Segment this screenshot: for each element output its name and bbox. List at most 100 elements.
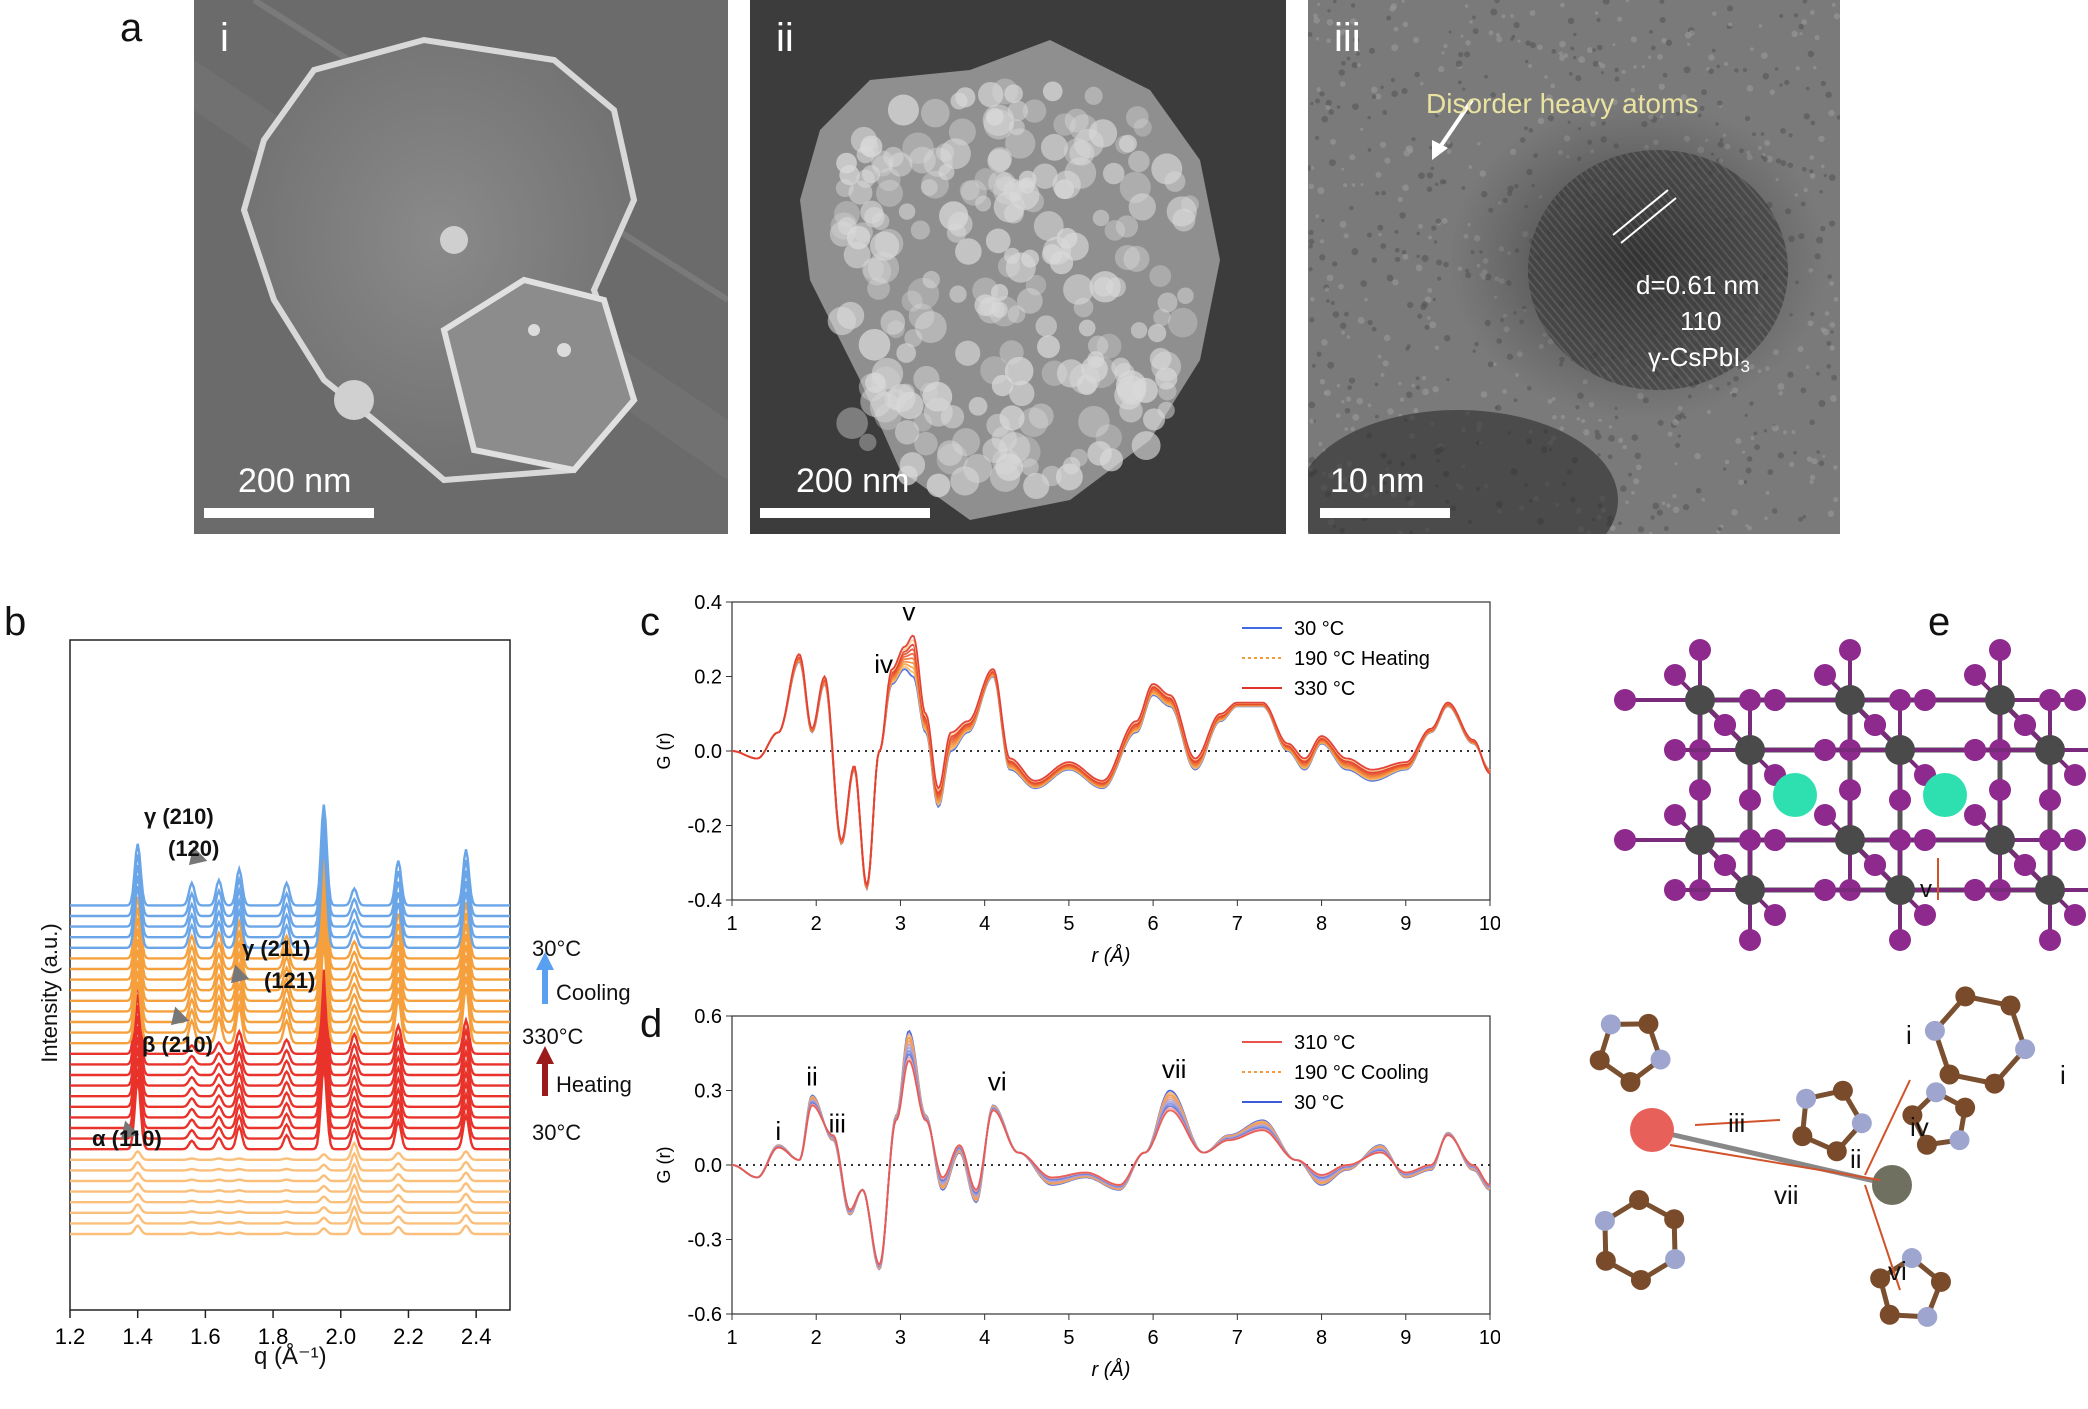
iodine-atom xyxy=(1714,854,1736,876)
xrd-trace xyxy=(70,1054,510,1140)
iodine-atom xyxy=(1814,804,1836,826)
xrd-trace xyxy=(70,878,510,981)
pdf-xtick: 3 xyxy=(895,1327,906,1349)
ring-atom xyxy=(1600,1014,1621,1035)
pdf-trace xyxy=(731,1059,1491,1266)
iodine-atom xyxy=(2039,689,2061,711)
b-xtick: 1.6 xyxy=(190,1324,221,1349)
micrograph-label-i: i xyxy=(220,16,229,60)
annotation-phase: γ-CsPbI3 xyxy=(1648,342,1750,377)
panel-label-a: a xyxy=(120,6,143,50)
ring-atom xyxy=(1949,1130,1970,1151)
peak-label: i xyxy=(775,1116,781,1146)
legend-label: 330 °C xyxy=(1294,678,1355,700)
lead-atom xyxy=(1735,875,1765,905)
pdf-heating-chart: 1 2 3 4 5 6 7 8 9 10 -0.4 -0.2 0.0 0.2 0.4 G (r) r (Å) 30… xyxy=(640,590,1501,980)
pdf-ytick: 0.0 xyxy=(694,1155,722,1177)
iodine-atom xyxy=(1664,664,1686,686)
scale-text-i: 200 nm xyxy=(238,462,352,500)
iodine-atom xyxy=(1739,929,1761,951)
ring-atom xyxy=(1664,1209,1685,1230)
panel-label-b: b xyxy=(4,600,27,644)
pdf-cooling-chart: 1 2 3 4 5 6 7 8 9 10 -0.6 -0.3 0.0 0.3 0.6 G (r) r (Å) 31… xyxy=(640,1004,1501,1404)
annotation-d-spacing: d=0.61 nm xyxy=(1636,270,1760,300)
xrd-trace xyxy=(70,1183,510,1204)
xrd-trace xyxy=(70,1140,510,1161)
ring-atom xyxy=(1939,1064,1960,1085)
iodine-atom xyxy=(1964,739,1986,761)
b-label-gamma211: γ (211) xyxy=(242,936,311,961)
xrd-trace xyxy=(70,1172,510,1193)
xrd-trace xyxy=(70,1193,510,1214)
iodine-atom xyxy=(2064,904,2086,926)
iodine-atom xyxy=(1714,714,1736,736)
b-label-alpha110: α (110) xyxy=(92,1126,162,1151)
xrd-trace xyxy=(70,942,510,1045)
pdf-xtick: 10 xyxy=(1479,1327,1500,1349)
pdf-trace xyxy=(731,639,1491,889)
legend-label: 30 °C xyxy=(1294,618,1344,640)
peak-marker xyxy=(230,964,250,984)
pdf-ytick: 0.3 xyxy=(694,1081,722,1103)
peak-marker xyxy=(188,846,208,866)
ring-atom xyxy=(1916,1134,1937,1155)
pdf-xtick: 2 xyxy=(811,1327,822,1349)
b-label-121: (121) xyxy=(264,968,316,993)
pdf-ytick: 0.0 xyxy=(694,741,722,763)
lead-atom xyxy=(1735,735,1765,765)
panel-label-d: d xyxy=(640,1002,663,1046)
pdf-ytick: 0.2 xyxy=(694,667,722,689)
pdf-ylabel: G (r) xyxy=(654,733,674,770)
b-xtick: 2.2 xyxy=(393,1324,424,1349)
cesium-atom xyxy=(1773,773,1817,817)
e-label-vii: vii xyxy=(1774,1180,1799,1210)
xrd-trace xyxy=(70,1033,510,1119)
ring-atom xyxy=(1595,1250,1616,1271)
iodine-atom xyxy=(2014,714,2036,736)
pdf-ytick: -0.2 xyxy=(688,816,722,838)
xrd-trace xyxy=(70,1204,510,1225)
pdf-xtick: 2 xyxy=(811,913,822,935)
ring-atom xyxy=(1930,1271,1951,1292)
iodine-atom xyxy=(1839,779,1861,801)
iodine-atom xyxy=(1664,879,1686,901)
e-label-i-right: i xyxy=(2060,1060,2066,1090)
b-heating-label: Heating xyxy=(556,1072,632,1097)
iodine-atom xyxy=(1739,789,1761,811)
ring-atom xyxy=(1620,1071,1641,1092)
panel-label-e: e xyxy=(1928,600,1951,644)
metal-center-red xyxy=(1630,1108,1674,1152)
iodine-atom xyxy=(2039,789,2061,811)
lead-atom xyxy=(1885,735,1915,765)
xrd-trace xyxy=(70,825,510,928)
pdf-xtick: 7 xyxy=(1232,913,1243,935)
b-temp-top: 30°C xyxy=(532,936,582,961)
b-ylabel: Intensity (a.u.) xyxy=(37,923,62,1063)
ring-atom xyxy=(1851,1113,1872,1134)
pdf-xtick: 8 xyxy=(1316,1327,1327,1349)
peak-marker xyxy=(120,1120,140,1140)
iodine-atom xyxy=(1964,879,1986,901)
lead-atom xyxy=(1985,825,2015,855)
b-xtick: 2.0 xyxy=(325,1324,356,1349)
iodine-atom xyxy=(2064,689,2086,711)
ring-atom xyxy=(1638,1013,1659,1034)
e-label-vi: vi xyxy=(1888,1256,1907,1286)
b-xtick: 1.2 xyxy=(55,1324,86,1349)
iodine-atom xyxy=(1614,689,1636,711)
ring-atom xyxy=(1901,1248,1922,1269)
pdf-xtick: 3 xyxy=(895,913,906,935)
iodine-atom xyxy=(1614,829,1636,851)
peak-label: vii xyxy=(1162,1054,1187,1084)
xrd-trace xyxy=(70,1022,510,1108)
xrd-trace xyxy=(70,1043,510,1130)
xrd-trace xyxy=(70,846,510,949)
pdf-ytick: -0.4 xyxy=(688,890,722,912)
pdf-ytick: 0.6 xyxy=(694,1006,722,1028)
xrd-trace xyxy=(70,804,510,907)
xrd-trace xyxy=(70,1001,510,1087)
iodine-atom xyxy=(2064,764,2086,786)
cesium-atom xyxy=(1923,773,1967,817)
xrd-trace xyxy=(70,857,510,960)
iodine-atom xyxy=(1889,829,1911,851)
